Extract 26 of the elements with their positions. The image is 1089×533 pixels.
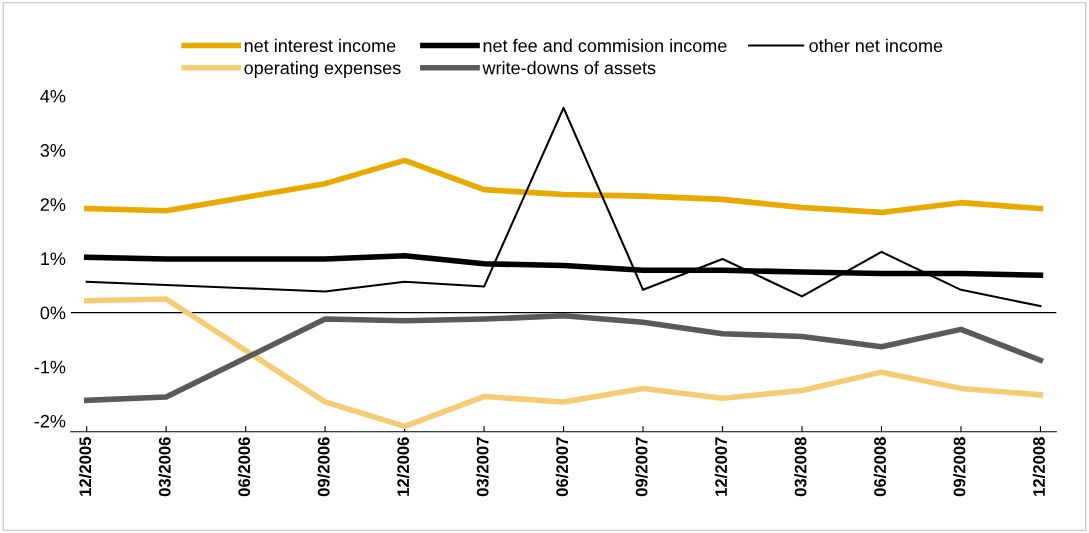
y-tick-label: 1% <box>41 252 66 266</box>
x-tick-label: 12/2007 <box>714 437 728 496</box>
y-tick-label: -1% <box>34 360 66 374</box>
x-tick-label: 12/2006 <box>396 437 410 496</box>
legend-label: other net income <box>809 38 943 53</box>
x-tick-label: 09/2008 <box>953 437 966 497</box>
x-tick-label: 06/2008 <box>873 437 887 497</box>
line-series <box>85 106 1042 308</box>
x-tick-label: 03/2008 <box>794 437 807 497</box>
x-tick-label: 09/2006 <box>317 437 330 497</box>
legend-label: net interest income <box>244 38 396 53</box>
y-tick-label: 2% <box>40 198 66 211</box>
y-tick-label: -2% <box>34 414 66 428</box>
y-tick-label: 0% <box>40 306 66 320</box>
y-tick-label: 4% <box>40 89 66 103</box>
legend-label: write-downs of assets <box>482 61 656 75</box>
x-tick-label: 12/2008 <box>1032 437 1046 496</box>
x-tick-label: 06/2007 <box>555 437 569 497</box>
y-tick-label: 3% <box>40 144 66 157</box>
x-tick-label: 09/2007 <box>635 437 648 497</box>
x-tick-label: 06/2006 <box>237 437 251 497</box>
x-tick-label: 03/2007 <box>476 437 489 497</box>
legend-label: net fee and commision income <box>483 38 727 53</box>
x-tick-label: 12/2005 <box>78 437 92 496</box>
legend-label: operating expenses <box>244 61 401 78</box>
x-tick-label: 03/2006 <box>158 437 171 497</box>
